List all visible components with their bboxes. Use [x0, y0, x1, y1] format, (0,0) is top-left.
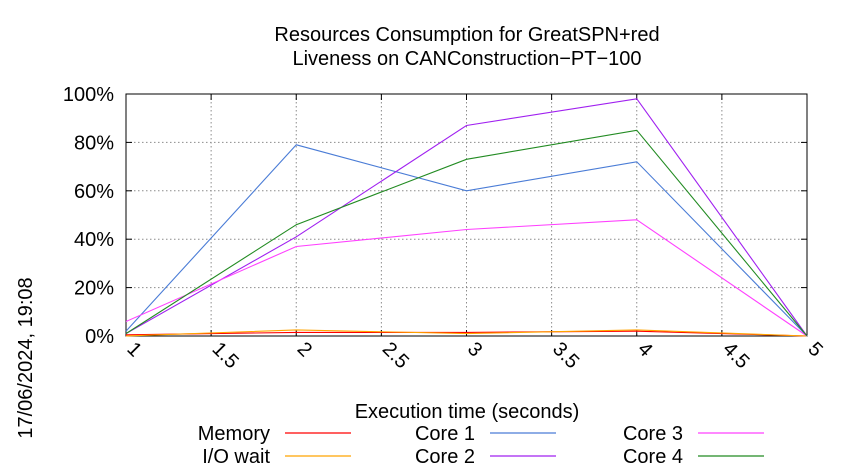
- series-lines: [125, 98, 808, 337]
- y-tick-label: 60%: [74, 181, 114, 203]
- x-tick-label: 3: [463, 338, 486, 361]
- legend-label-core-2: Core 2: [415, 446, 475, 468]
- x-tick-label: 2.5: [378, 338, 413, 373]
- timestamp: 17/06/2024, 19:08: [15, 277, 37, 438]
- series-line-core-4: [125, 129, 808, 337]
- x-tick-label: 3.5: [548, 338, 583, 373]
- x-axis-label: Execution time (seconds): [355, 401, 580, 423]
- x-tick-label: 1: [122, 338, 145, 361]
- series-line-memory: [125, 330, 808, 337]
- legend-label-i-o-wait: I/O wait: [202, 446, 270, 468]
- legend-label-memory: Memory: [198, 423, 270, 445]
- legend-label-core-1: Core 1: [415, 423, 475, 445]
- y-tick-label: 100%: [63, 84, 114, 106]
- chart-title-line-1: Resources Consumption for GreatSPN+red: [274, 24, 659, 46]
- y-tick-label: 20%: [74, 278, 114, 300]
- legend-label-core-4: Core 4: [623, 446, 683, 468]
- y-tick-label: 80%: [74, 132, 114, 154]
- series-line-i-o-wait: [125, 329, 808, 337]
- x-tick-label: 4: [633, 338, 656, 361]
- legend-label-core-3: Core 3: [623, 423, 683, 445]
- series-line-core-2: [125, 98, 808, 337]
- series-line-core-3: [125, 219, 808, 337]
- series-line-core-1: [125, 144, 808, 337]
- x-tick-label: 4.5: [718, 338, 753, 373]
- x-tick-label: 1.5: [208, 338, 243, 373]
- y-tick-label: 0%: [85, 326, 114, 348]
- x-tick-label: 5: [803, 338, 826, 361]
- grid: [126, 94, 807, 336]
- x-tick-label: 2: [293, 338, 316, 361]
- y-tick-label: 40%: [74, 229, 114, 251]
- x-axis-ticks: 1 1.5 2 2.5 3 3.5 4 4.5 5: [122, 94, 827, 373]
- chart-title-line-2: Liveness on CANConstruction−PT−100: [292, 48, 641, 70]
- y-axis-ticks: 0% 20% 40% 60% 80% 100%: [63, 84, 807, 348]
